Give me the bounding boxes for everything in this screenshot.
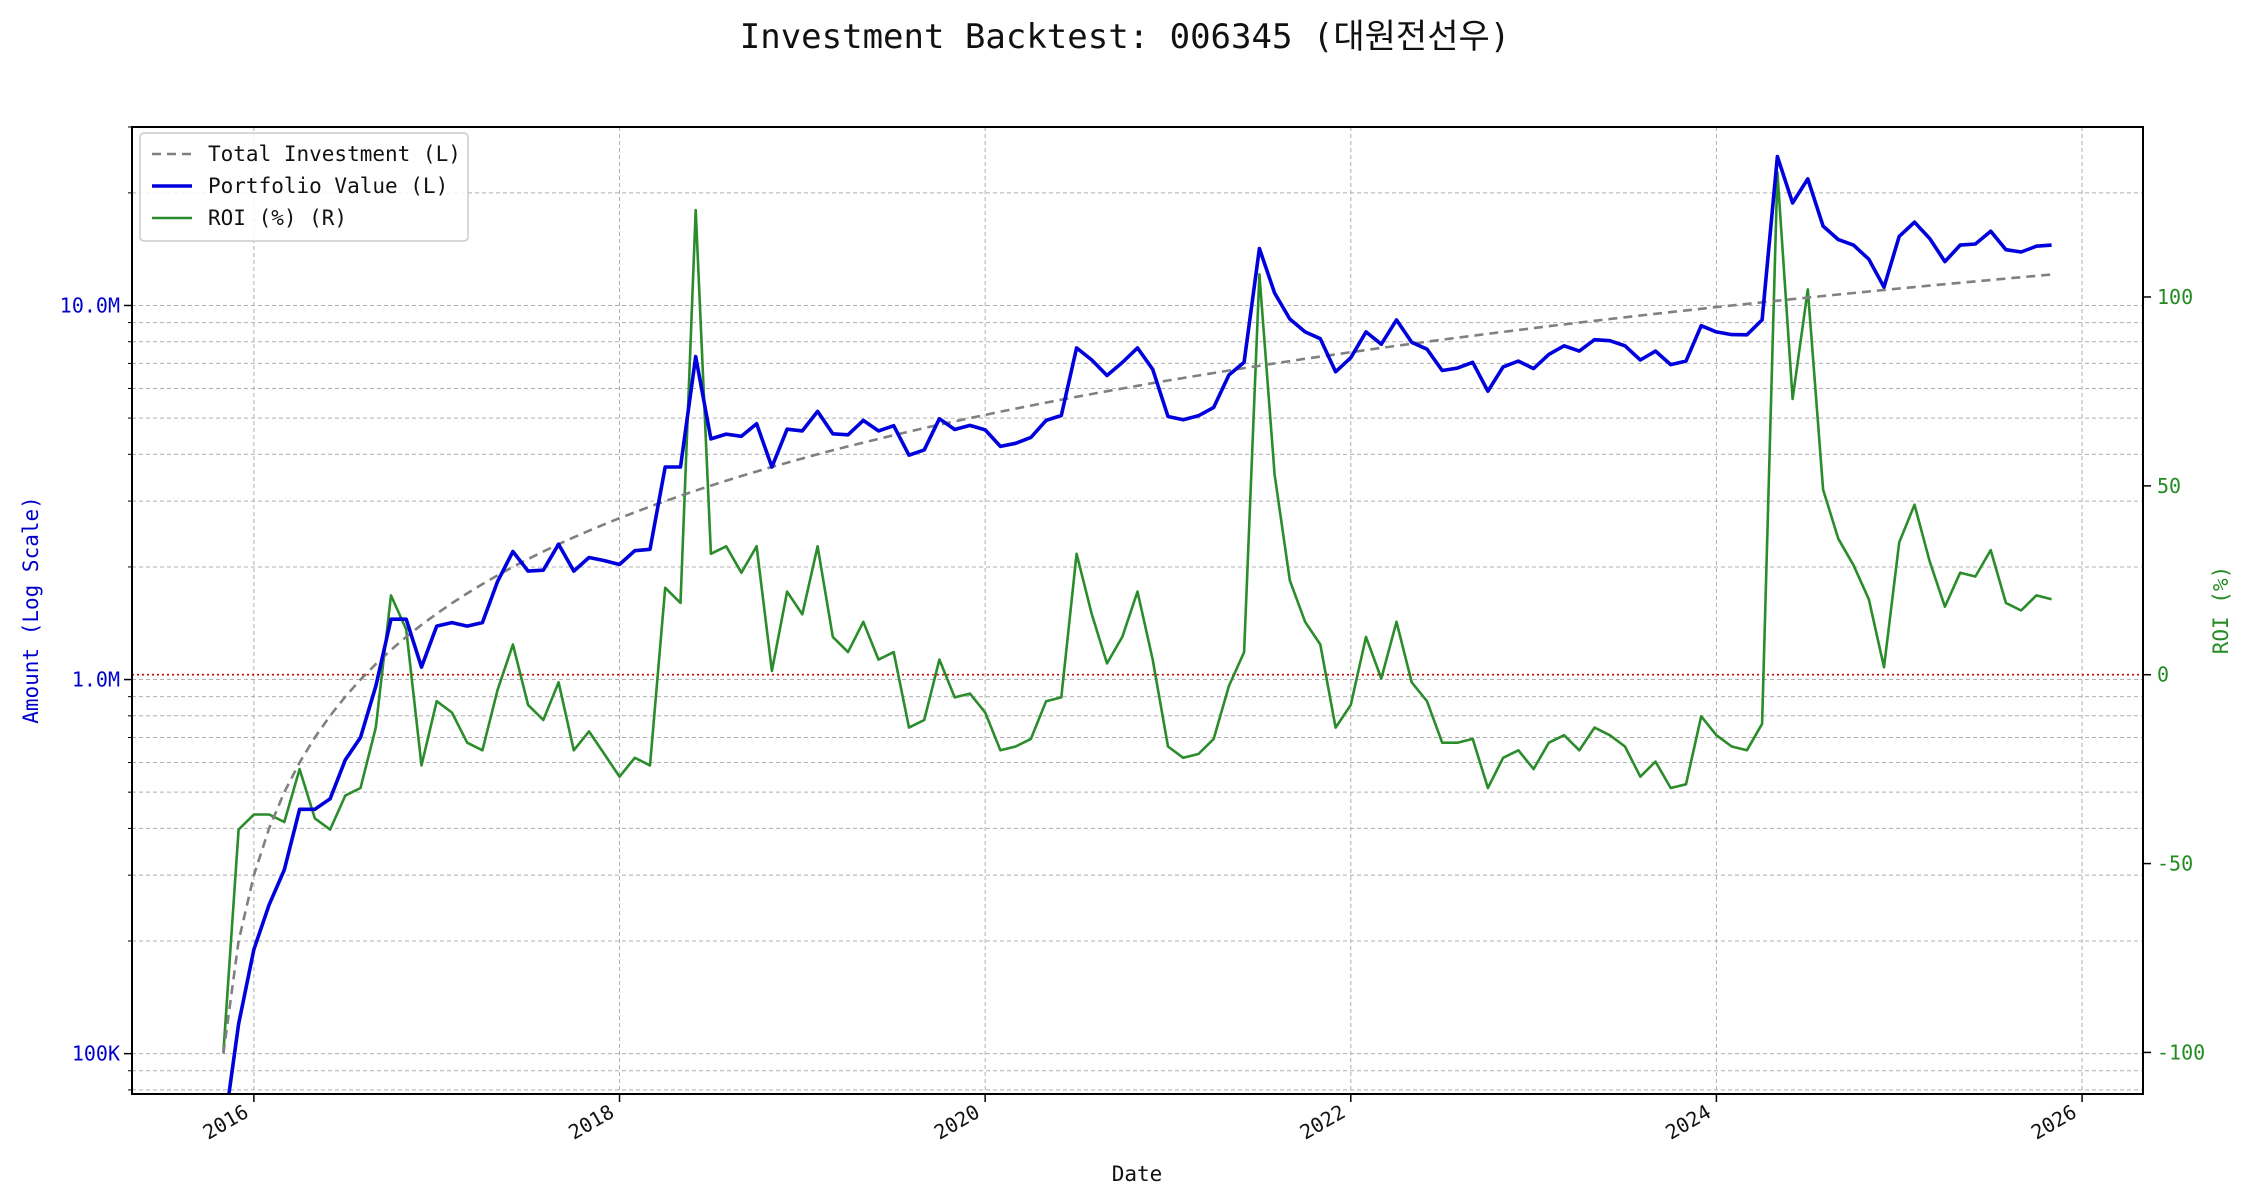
x-tick-label: 2016 bbox=[199, 1100, 253, 1145]
x-tick-label: 2020 bbox=[930, 1100, 984, 1145]
portfolio-value-line bbox=[227, 154, 2052, 1094]
left-tick-label: 100K bbox=[72, 1042, 120, 1066]
grid-lines bbox=[132, 126, 2143, 1094]
x-axis-label: Date bbox=[1112, 1162, 1163, 1186]
chart-title: Investment Backtest: 006345 (대원전선우) bbox=[740, 17, 1511, 57]
legend-label: ROI (%) (R) bbox=[208, 206, 347, 230]
x-tick-label: 2022 bbox=[1296, 1100, 1350, 1145]
left-tick-label: 1.0M bbox=[72, 668, 120, 692]
left-tick-label: 10.0M bbox=[60, 293, 120, 317]
right-tick-label: 100 bbox=[2157, 285, 2193, 309]
right-tick-label: 0 bbox=[2157, 663, 2169, 687]
right-tick-label: -100 bbox=[2157, 1040, 2205, 1064]
right-tick-label: -50 bbox=[2157, 852, 2193, 876]
right-tick-label: 50 bbox=[2157, 474, 2181, 498]
total-investment-line bbox=[222, 273, 2052, 1054]
x-tick-label: 2024 bbox=[1661, 1100, 1715, 1145]
right-axis-label: ROI (%) bbox=[2209, 566, 2233, 655]
left-axis-ticks: 100K 1.0M 10.0M bbox=[60, 126, 132, 1091]
left-axis-label: Amount (Log Scale) bbox=[19, 496, 43, 724]
roi-line bbox=[222, 171, 2052, 1053]
legend-label: Total Investment (L) bbox=[208, 142, 461, 166]
x-tick-label: 2026 bbox=[2027, 1100, 2081, 1145]
x-tick-label: 2018 bbox=[564, 1100, 618, 1145]
plot-series bbox=[222, 154, 2052, 1094]
legend-label: Portfolio Value (L) bbox=[208, 174, 448, 198]
legend-box bbox=[139, 132, 469, 242]
legend: Total Investment (L) Portfolio Value (L) R… bbox=[139, 132, 469, 242]
right-axis-ticks: -100 -50 0 50 100 bbox=[2143, 285, 2205, 1064]
x-axis-ticks: 2016 2018 2020 2022 2024 2026 bbox=[199, 1094, 2083, 1145]
plot-frame bbox=[131, 126, 2144, 1095]
